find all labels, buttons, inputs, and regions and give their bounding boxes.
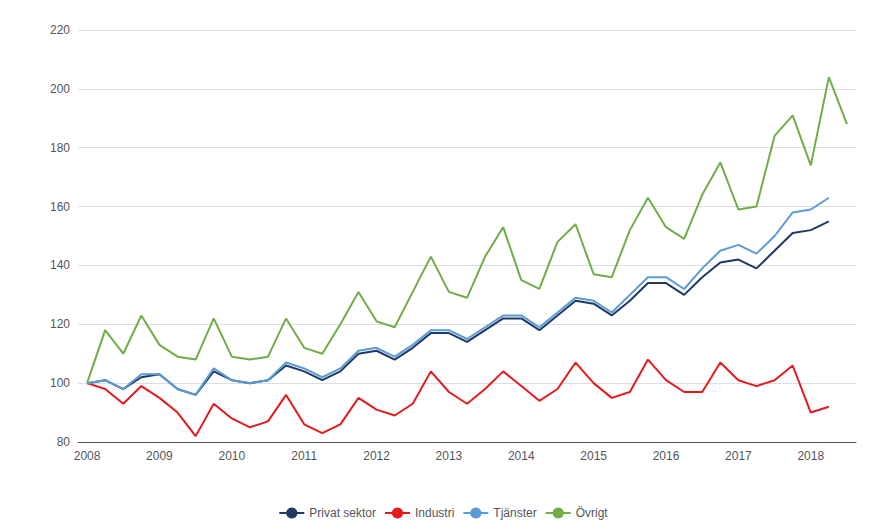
svg-text:140: 140	[50, 258, 70, 272]
svg-text:Industri: Industri	[415, 506, 454, 520]
svg-text:2010: 2010	[218, 449, 245, 463]
svg-text:2016: 2016	[653, 449, 680, 463]
svg-text:2008: 2008	[74, 449, 101, 463]
svg-text:200: 200	[50, 82, 70, 96]
svg-text:2017: 2017	[725, 449, 752, 463]
svg-text:160: 160	[50, 200, 70, 214]
svg-text:2014: 2014	[508, 449, 535, 463]
svg-text:2012: 2012	[363, 449, 390, 463]
svg-text:180: 180	[50, 141, 70, 155]
svg-text:120: 120	[50, 317, 70, 331]
svg-text:80: 80	[57, 435, 71, 449]
svg-text:Övrigt: Övrigt	[576, 506, 609, 520]
svg-text:2013: 2013	[436, 449, 463, 463]
svg-text:220: 220	[50, 23, 70, 37]
svg-text:Privat sektor: Privat sektor	[309, 506, 376, 520]
svg-text:2011: 2011	[291, 449, 317, 463]
svg-text:100: 100	[50, 376, 70, 390]
svg-text:2009: 2009	[146, 449, 173, 463]
svg-text:2015: 2015	[580, 449, 607, 463]
svg-text:Tjänster: Tjänster	[493, 506, 536, 520]
svg-text:2018: 2018	[797, 449, 824, 463]
